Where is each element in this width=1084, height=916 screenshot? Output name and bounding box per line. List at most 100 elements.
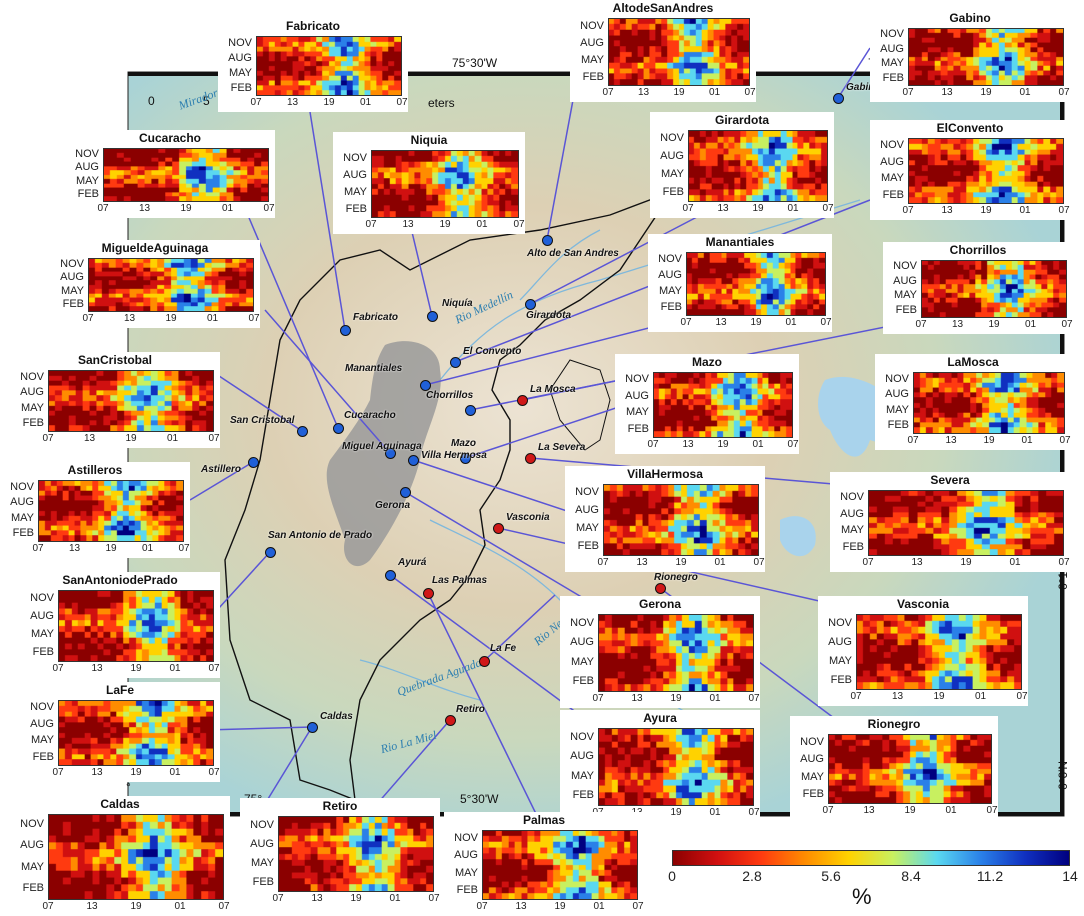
panel-x-tick: 01 xyxy=(221,203,234,214)
colorbar-tick: 2.8 xyxy=(742,868,762,884)
panel-x-tick: 13 xyxy=(682,439,694,450)
panel-heatmap xyxy=(608,18,750,86)
heatmap-panel: Fabricato NOV AUG MAY FEB 07 13 19 01 07 xyxy=(218,18,408,112)
panel-x-tick: 01 xyxy=(166,433,179,444)
panel-y-tick: FEB xyxy=(12,527,34,540)
site-marker xyxy=(493,523,504,534)
panel-y-tick: MAY xyxy=(880,57,904,70)
site-label: La Severa xyxy=(538,442,586,453)
panel-x-tick: 13 xyxy=(631,693,643,704)
site-marker xyxy=(465,405,476,416)
panel-title: Niquia xyxy=(410,133,448,147)
site-label: Rionegro xyxy=(654,572,698,583)
panel-y-tick: NOV xyxy=(575,486,599,498)
panel-x-tick: 07 xyxy=(682,203,694,214)
heatmap-panel: SanAntoniodePrado NOV AUG MAY FEB 07 13 19 01 07 xyxy=(20,572,220,678)
lon-label-top: 75°30'W xyxy=(452,56,498,70)
panel-y-tick: AUG xyxy=(454,849,478,862)
panel-heatmap xyxy=(256,36,402,96)
site-marker xyxy=(408,455,419,466)
panel-y-tick: NOV xyxy=(228,36,252,49)
panel-title: Caldas xyxy=(100,797,140,811)
panel-title: Ayura xyxy=(643,711,677,725)
colorbar-tick: 14 xyxy=(1062,868,1078,884)
panel-x-tick: 01 xyxy=(945,805,957,816)
panel-x-tick: 07 xyxy=(602,87,614,98)
panel-x-tick: 07 xyxy=(52,663,64,674)
panel-x-tick: 07 xyxy=(263,203,275,214)
panel-x-tick: 07 xyxy=(365,219,377,230)
panel-x-tick: 13 xyxy=(86,901,98,912)
lon-label-bottom-mid: 5°30'W xyxy=(460,792,499,806)
panel-x-tick: 07 xyxy=(178,543,190,554)
panel-heatmap xyxy=(48,814,224,900)
panel-heatmap xyxy=(371,150,519,218)
panel-x-tick: 13 xyxy=(941,205,953,216)
panel-title: Gabino xyxy=(949,11,991,25)
panel-x-tick: 07 xyxy=(986,805,998,816)
panel-y-tick: AUG xyxy=(570,750,594,763)
panel-x-tick: 01 xyxy=(974,691,987,702)
site-marker xyxy=(655,583,666,594)
panel-y-tick: AUG xyxy=(828,635,852,648)
panel-y-tick: MAY xyxy=(880,172,904,185)
panel-x-tick: 01 xyxy=(785,317,797,328)
panel-x-tick: 07 xyxy=(218,901,230,912)
panel-y-tick: MAY xyxy=(10,511,34,524)
panel-x-tick: 19 xyxy=(988,319,1000,330)
panel-x-tick: 19 xyxy=(323,97,335,108)
panel-x-tick: 07 xyxy=(1058,87,1070,98)
panel-x-tick: 01 xyxy=(752,439,764,450)
panel-x-tick: 13 xyxy=(717,203,729,214)
site-label: Fabricato xyxy=(353,312,399,323)
heatmap-panel: Caldas NOV AUG MAY FEB 07 13 19 01 07 xyxy=(10,796,230,916)
site-marker xyxy=(833,93,844,104)
panel-x-tick: 01 xyxy=(709,807,721,818)
panel-x-tick: 07 xyxy=(822,203,834,214)
panel-x-tick: 07 xyxy=(748,693,760,704)
panel-y-tick: FEB xyxy=(22,882,44,895)
panel-title: LaMosca xyxy=(947,355,999,369)
site-marker xyxy=(517,395,528,406)
heatmap-panel: Manantiales NOV AUG MAY FEB 07 13 19 01 07 xyxy=(648,234,832,332)
panel-y-tick: AUG xyxy=(658,269,682,281)
panel-x-tick: 19 xyxy=(752,203,764,214)
panel-x-tick: 13 xyxy=(941,87,953,98)
panel-y-tick: FEB xyxy=(882,188,904,201)
site-label: Girardota xyxy=(526,310,572,321)
panel-y-tick: MAY xyxy=(60,284,84,297)
panel-heatmap xyxy=(688,130,828,202)
panel-x-tick: 01 xyxy=(169,767,181,778)
panel-title: LaFe xyxy=(105,683,134,697)
site-marker xyxy=(340,325,351,336)
panel-y-tick: MAY xyxy=(840,524,864,537)
panel-x-tick: 01 xyxy=(169,663,181,674)
panel-y-tick: NOV xyxy=(570,730,594,743)
site-marker xyxy=(248,457,259,468)
panel-x-tick: 07 xyxy=(862,557,874,568)
panel-x-tick: 01 xyxy=(141,543,154,554)
panel-x-tick: 19 xyxy=(180,203,192,214)
panel-y-tick: AUG xyxy=(30,717,54,730)
panel-x-tick: 13 xyxy=(891,691,904,702)
site-label: Niquía xyxy=(442,298,473,309)
panel-x-tick: 07 xyxy=(902,87,914,98)
panel-x-tick: 19 xyxy=(439,219,451,230)
heatmap-panel: LaFe NOV AUG MAY FEB 07 13 19 01 07 xyxy=(20,682,220,782)
panel-x-tick: 01 xyxy=(359,97,372,108)
panel-y-tick: AUG xyxy=(20,386,44,399)
heatmap-panel: AyuraNOVAUGMAYFEB0713190107 xyxy=(560,710,760,822)
panel-x-tick: 01 xyxy=(708,87,721,98)
panel-y-tick: NOV xyxy=(250,818,274,831)
panel-y-tick: NOV xyxy=(343,151,367,164)
site-label: Gerona xyxy=(375,500,411,511)
panel-y-tick: NOV xyxy=(880,139,904,152)
panel-x-tick: 19 xyxy=(130,767,142,778)
panel-x-tick: 13 xyxy=(515,901,527,912)
panel-x-tick: 13 xyxy=(91,663,103,674)
panel-x-tick: 13 xyxy=(138,203,151,214)
site-marker xyxy=(525,299,536,310)
site-label: Ayurá xyxy=(398,557,427,568)
panel-title: Girardota xyxy=(714,113,769,127)
